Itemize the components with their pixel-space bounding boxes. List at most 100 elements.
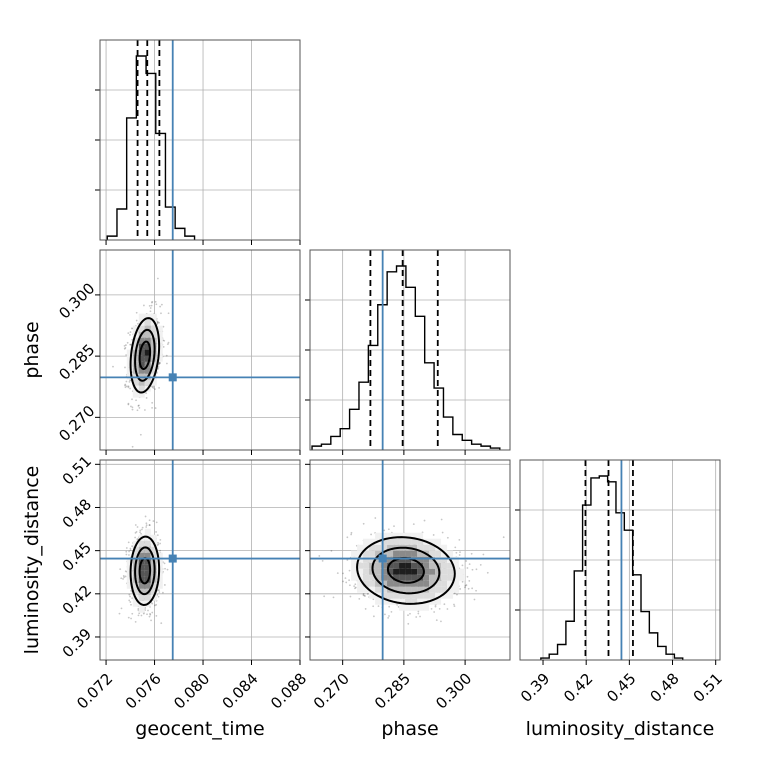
scatter-point: [454, 546, 457, 549]
x-tick-label: 0.080: [170, 670, 213, 713]
density-cell: [387, 592, 394, 599]
scatter-point: [152, 387, 155, 389]
density-cell: [435, 538, 442, 545]
density-cell: [138, 355, 145, 362]
scatter-point: [154, 407, 157, 409]
scatter-point: [346, 536, 349, 539]
scatter-point: [128, 550, 130, 553]
density-cell: [357, 562, 364, 569]
x-tick-label: 0.088: [267, 670, 310, 713]
density-cell: [138, 552, 145, 559]
density-cell: [138, 606, 145, 613]
density-cell: [405, 598, 412, 605]
scatter-point: [134, 620, 137, 623]
density-cell: [441, 544, 448, 551]
density-cell: [150, 588, 157, 595]
density-cell: [363, 556, 370, 563]
scatter-point: [336, 572, 339, 575]
scatter-point: [118, 612, 121, 615]
scatter-point: [127, 402, 130, 405]
density-cell: [399, 604, 406, 611]
density-cell: [417, 550, 424, 557]
scatter-point: [154, 604, 156, 607]
density-cell: [156, 558, 163, 565]
scatter-point: [471, 568, 474, 571]
density-cell: [369, 580, 376, 587]
scatter-point: [144, 515, 147, 518]
density-cell: [387, 580, 394, 587]
density-cell: [144, 313, 151, 320]
density-cell: [423, 562, 430, 569]
histogram-step: [106, 55, 196, 240]
density-cell: [405, 586, 412, 593]
scatter-point: [458, 538, 461, 541]
scatter-point: [486, 571, 489, 574]
density-cell: [393, 538, 400, 545]
density-cell: [441, 592, 448, 599]
density-cell: [126, 582, 133, 589]
density-cell: [423, 580, 430, 587]
scatter-point: [144, 409, 146, 411]
scatter-point: [158, 589, 160, 592]
x-tick-label: 0.48: [646, 670, 682, 706]
density-cell: [132, 582, 139, 589]
density-cell: [429, 568, 436, 575]
scatter-point: [158, 386, 160, 389]
density-cell: [132, 325, 139, 332]
scatter-point: [165, 362, 168, 365]
scatter-point: [130, 405, 132, 408]
scatter-point: [432, 534, 435, 536]
density-cell: [405, 550, 412, 557]
scatter-point: [140, 528, 143, 531]
density-cell: [381, 598, 388, 605]
scatter-point: [138, 407, 141, 409]
scatter-point: [123, 347, 126, 350]
scatter-point: [131, 408, 134, 411]
density-cell: [417, 604, 424, 611]
scatter-point: [135, 311, 138, 314]
density-cell: [417, 586, 424, 593]
density-cell: [411, 580, 418, 587]
scatter-point: [162, 591, 164, 594]
density-cell: [351, 562, 358, 569]
scatter-point: [160, 622, 163, 625]
scatter-point: [112, 365, 114, 368]
density-cell: [399, 538, 406, 545]
density-cell: [150, 546, 157, 553]
scatter-point: [164, 567, 166, 570]
density-cell: [126, 576, 133, 583]
density-cell: [138, 367, 145, 374]
density-cell: [375, 598, 382, 605]
scatter-point: [363, 594, 366, 597]
scatter-point: [358, 597, 361, 600]
density-cell: [399, 562, 406, 569]
density-cell: [138, 582, 145, 589]
density-cell: [144, 343, 151, 350]
scatter-point: [362, 522, 365, 525]
scatter-point: [155, 303, 158, 306]
density-cell: [381, 532, 388, 539]
density-cell: [429, 538, 436, 545]
scatter-point: [151, 300, 154, 303]
density-cell: [369, 586, 376, 593]
scatter-point: [127, 385, 130, 388]
scatter-point: [138, 612, 141, 615]
scatter-point: [151, 602, 154, 605]
scatter-point: [160, 303, 163, 306]
density-cell: [138, 391, 145, 398]
x-tick-label: 0.285: [371, 670, 414, 713]
x-axis-label-phase: phase: [381, 718, 438, 740]
density-cell: [447, 550, 454, 557]
scatter-point: [128, 554, 130, 556]
x-tick-label: 0.072: [73, 670, 116, 713]
scatter-point: [473, 598, 476, 601]
scatter-point: [135, 399, 137, 402]
density-cell: [429, 580, 436, 587]
scatter-point: [468, 580, 471, 582]
density-cell: [417, 592, 424, 599]
density-cell: [351, 556, 358, 563]
contour-line: [138, 340, 152, 371]
density-cell: [405, 604, 412, 611]
density-cell: [417, 532, 424, 539]
density-cell: [138, 337, 145, 344]
